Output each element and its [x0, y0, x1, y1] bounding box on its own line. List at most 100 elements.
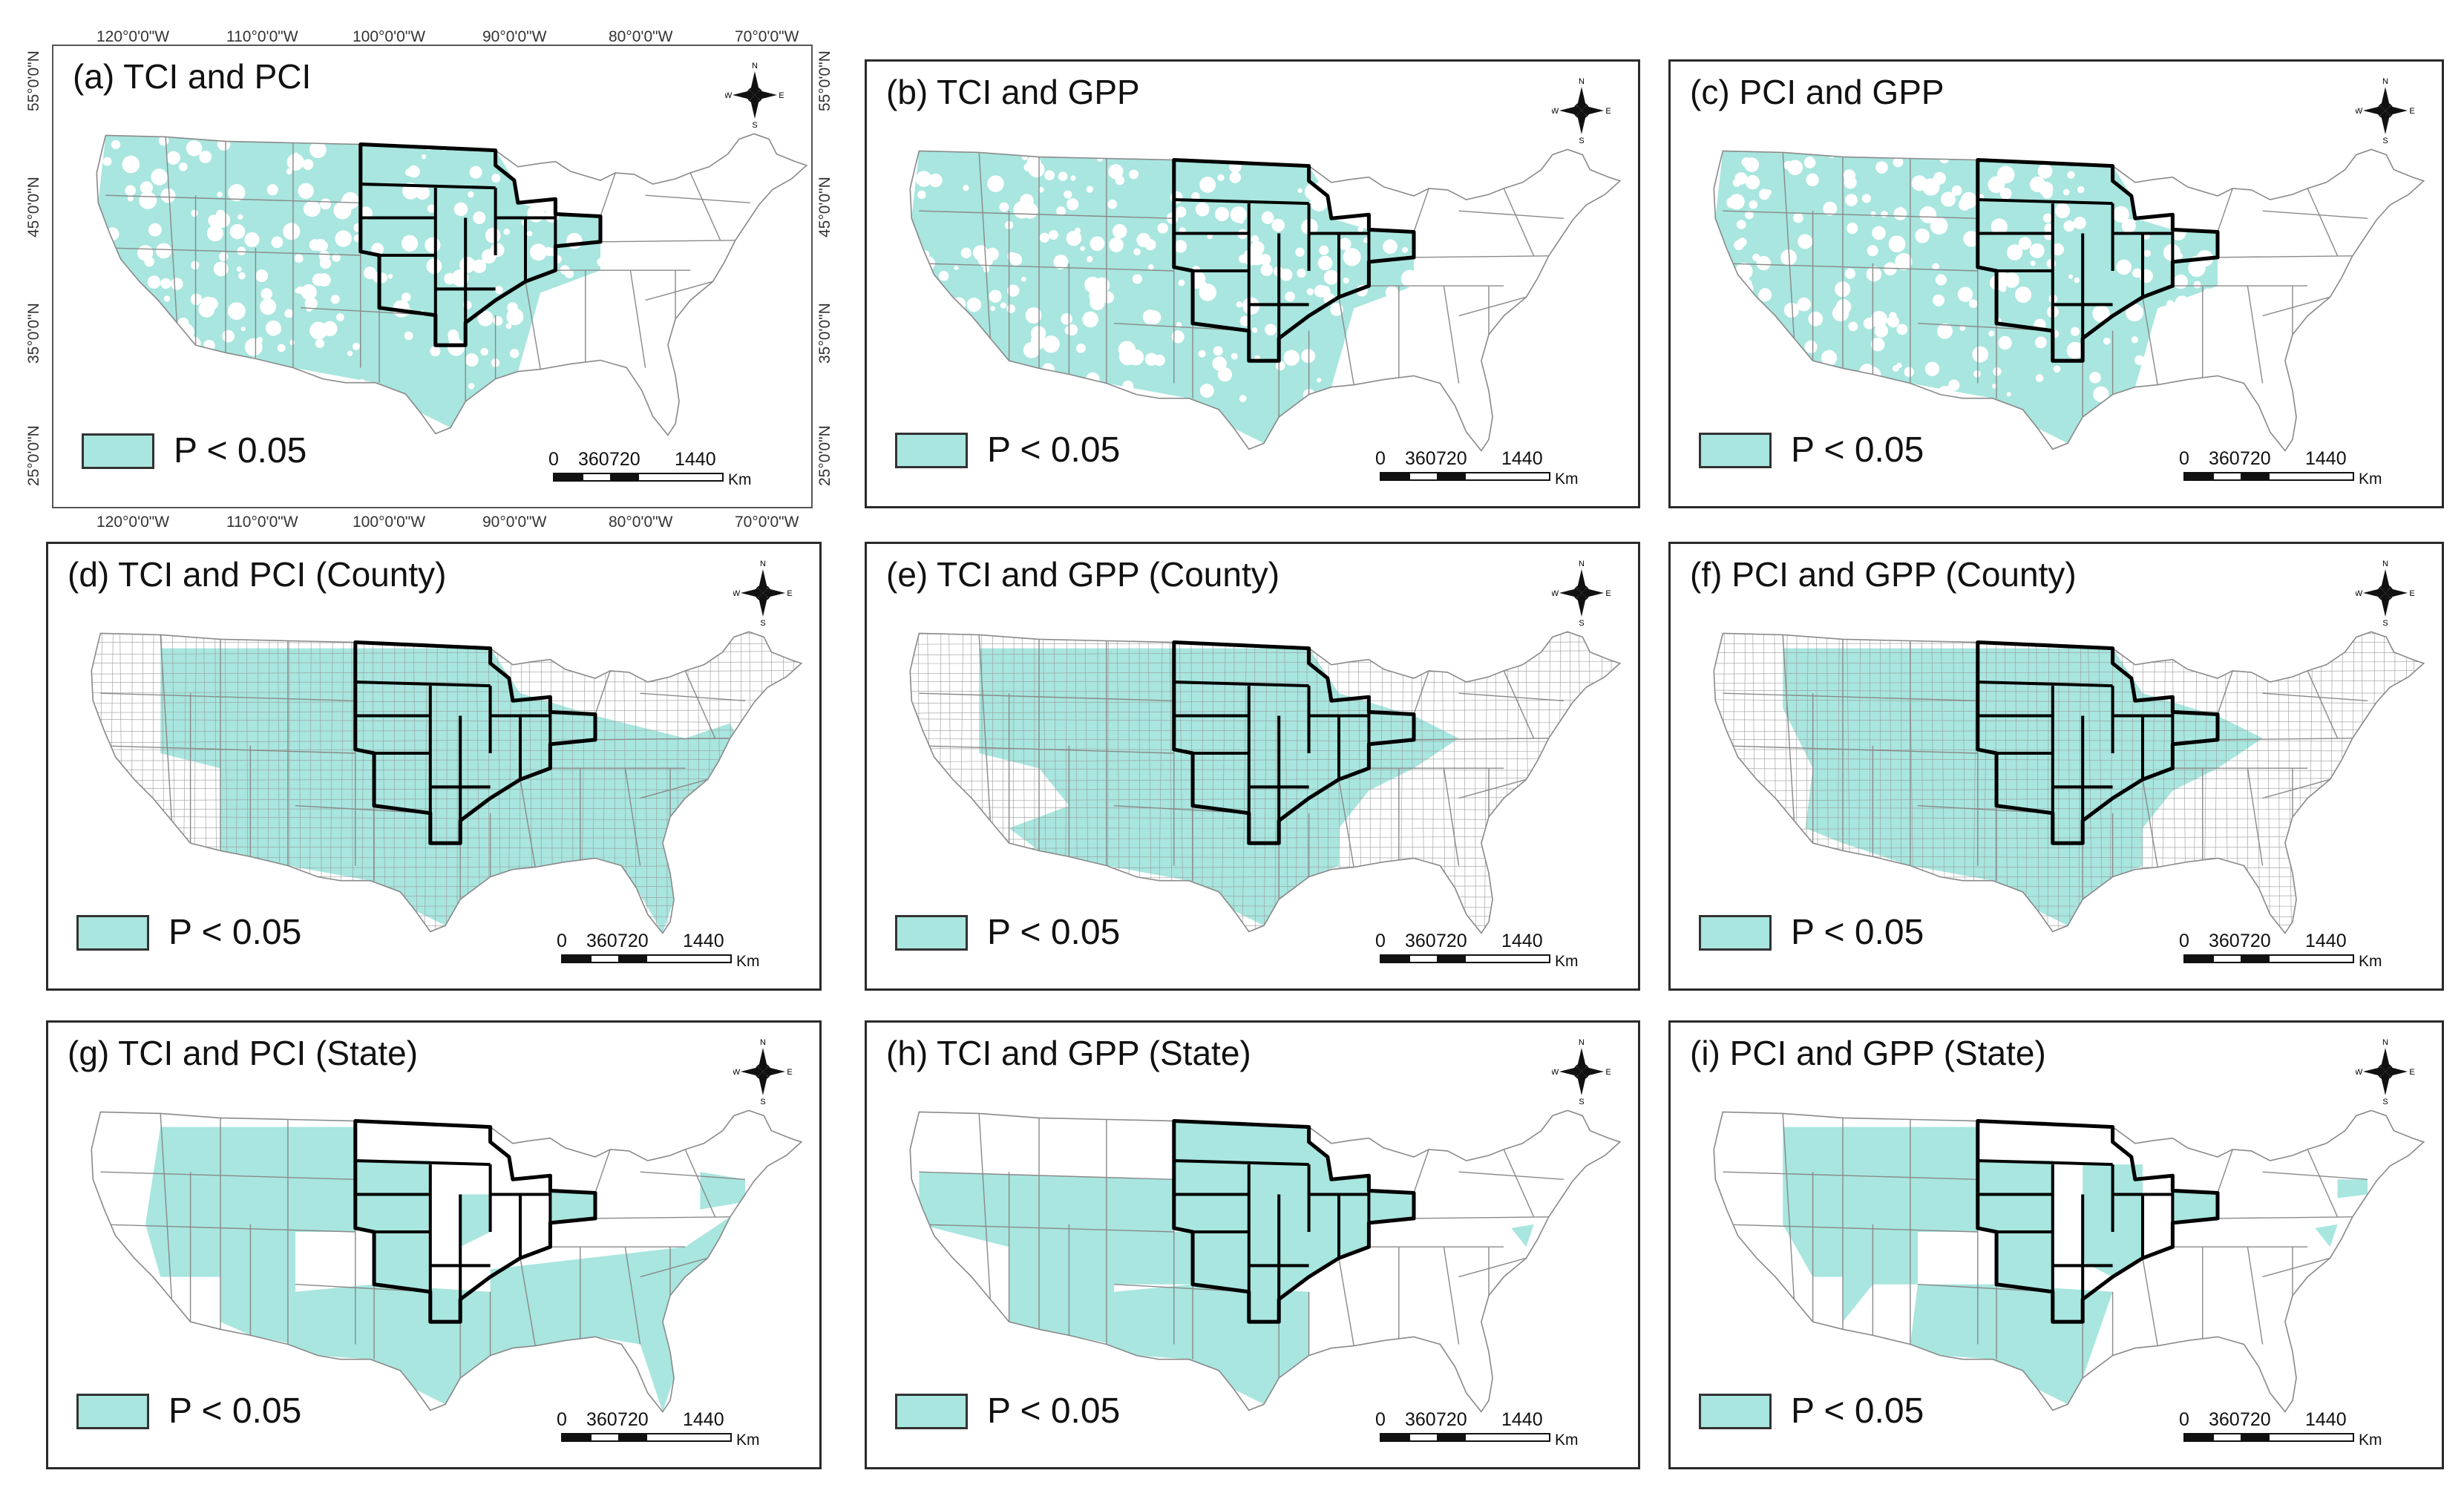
- state-line: [2262, 778, 2330, 799]
- non-significant-speck: [971, 364, 986, 378]
- compass-label-e: E: [2409, 1068, 2414, 1077]
- us-map: [1713, 148, 2425, 452]
- compass-label-n: N: [1579, 1038, 1585, 1047]
- compass-part: [741, 588, 763, 597]
- axis-top-label: 70°0'0"W: [735, 28, 799, 45]
- scale-label: 360: [1405, 448, 1436, 469]
- non-significant-speck: [1895, 253, 1913, 271]
- compass-part: [2381, 111, 2390, 134]
- non-significant-speck: [215, 209, 226, 220]
- state-line: [594, 670, 611, 715]
- scale-segment: [617, 956, 647, 962]
- compass-label-w: W: [2356, 1068, 2363, 1077]
- non-significant-speck: [687, 148, 701, 163]
- non-significant-speck: [271, 236, 284, 249]
- state-line: [919, 1224, 1174, 1233]
- county-line: [1714, 768, 2424, 772]
- non-significant-speck: [1866, 266, 1882, 282]
- non-significant-speck: [469, 165, 482, 179]
- scale-label: 360: [1405, 931, 1436, 951]
- conus-outline: [909, 148, 1622, 452]
- non-significant-speck: [160, 278, 171, 289]
- scale-label: 720: [617, 1409, 649, 1430]
- axis-top-label: 80°0'0"W: [609, 28, 673, 45]
- non-significant-speck: [1904, 367, 1914, 377]
- non-significant-speck: [1144, 352, 1159, 366]
- non-significant-speck: [468, 191, 474, 198]
- scale-segment: [2240, 473, 2270, 479]
- non-significant-speck: [1728, 312, 1743, 328]
- scale-bar-graphic: [1380, 1433, 1550, 1442]
- county-line: [910, 718, 1620, 724]
- state-line: [684, 1149, 716, 1218]
- non-significant-speck: [347, 350, 353, 357]
- non-significant-speck: [520, 143, 536, 159]
- non-significant-speck: [1963, 231, 1979, 247]
- state-boundaries: [1723, 152, 2368, 417]
- scale-label: 1440: [1501, 448, 1543, 469]
- scale-label: 360: [2209, 1409, 2240, 1430]
- scale-segment: [2214, 473, 2241, 479]
- non-significant-speck: [1157, 223, 1169, 234]
- state-boundaries: [919, 152, 1564, 417]
- non-significant-speck: [1297, 269, 1306, 278]
- non-significant-speck: [1107, 199, 1118, 209]
- non-significant-speck: [213, 261, 229, 277]
- non-significant-speck: [1878, 377, 1891, 390]
- county-line: [435, 632, 438, 934]
- non-significant-speck: [2133, 188, 2139, 194]
- state-line: [1413, 1216, 1549, 1219]
- legend-swatch: [895, 1393, 968, 1429]
- scale-label: 1440: [683, 931, 724, 951]
- scale-segment: [2269, 956, 2353, 962]
- non-significant-speck: [1101, 291, 1115, 304]
- scale-segment: [563, 1434, 592, 1440]
- non-significant-speck: [1799, 237, 1809, 248]
- compass-part: [755, 1063, 771, 1080]
- non-significant-speck: [1260, 263, 1274, 277]
- compass-part: [1577, 1072, 1586, 1095]
- non-significant-speck: [1939, 154, 1950, 164]
- state-line: [640, 1171, 746, 1181]
- axis-top-label: 90°0'0"W: [482, 28, 547, 45]
- non-significant-speck: [2089, 372, 2101, 384]
- non-significant-speck: [371, 243, 384, 255]
- non-significant-speck: [940, 315, 957, 332]
- non-significant-speck: [2070, 327, 2080, 336]
- legend-label: P < 0.05: [987, 1391, 1121, 1431]
- state-line: [1723, 1171, 1978, 1181]
- non-significant-speck: [2132, 163, 2149, 179]
- non-significant-speck: [545, 142, 556, 152]
- non-significant-speck: [917, 190, 926, 199]
- scale-bar-graphic: [561, 954, 732, 963]
- non-significant-speck: [333, 201, 352, 220]
- non-significant-speck: [1740, 384, 1757, 403]
- us-map: [909, 1109, 1622, 1413]
- significant-area: [700, 1172, 745, 1210]
- non-significant-speck: [505, 323, 512, 329]
- non-significant-speck: [480, 347, 488, 356]
- non-significant-speck: [2015, 286, 2032, 304]
- non-significant-speck: [938, 271, 949, 281]
- state-line: [2262, 692, 2368, 702]
- county-line: [91, 719, 802, 723]
- study-region-state-line: [1173, 198, 1309, 206]
- non-significant-speck: [2143, 249, 2152, 258]
- us-map: [909, 631, 1622, 934]
- non-significant-speck: [301, 284, 317, 301]
- non-significant-speck: [958, 393, 971, 405]
- compass-label-e: E: [1605, 107, 1611, 116]
- non-significant-speck: [1007, 284, 1020, 297]
- non-significant-speck: [330, 295, 340, 304]
- non-significant-speck: [1122, 380, 1134, 392]
- non-significant-speck: [468, 382, 475, 390]
- scale-label: 0: [2179, 1409, 2189, 1430]
- non-significant-speck: [1279, 268, 1293, 281]
- state-line: [160, 634, 173, 821]
- non-significant-speck: [1861, 194, 1872, 203]
- compass-part: [1582, 588, 1604, 597]
- state-line: [919, 745, 1174, 754]
- compass-label-w: W: [2356, 589, 2363, 598]
- non-significant-speck: [674, 347, 684, 356]
- non-significant-speck: [1230, 206, 1247, 223]
